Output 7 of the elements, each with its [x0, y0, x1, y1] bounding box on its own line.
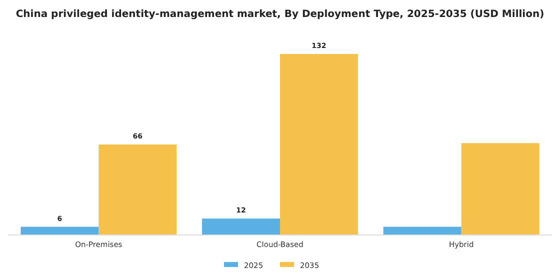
bar: [461, 143, 540, 235]
bar: [280, 54, 358, 235]
bar: [98, 144, 177, 235]
chart-title: China privileged identity-management market, By Deployment Type, 2025-2035 (USD Million): [16, 9, 544, 20]
bar: [20, 226, 99, 235]
bar: [383, 226, 462, 235]
bar: [202, 218, 280, 235]
